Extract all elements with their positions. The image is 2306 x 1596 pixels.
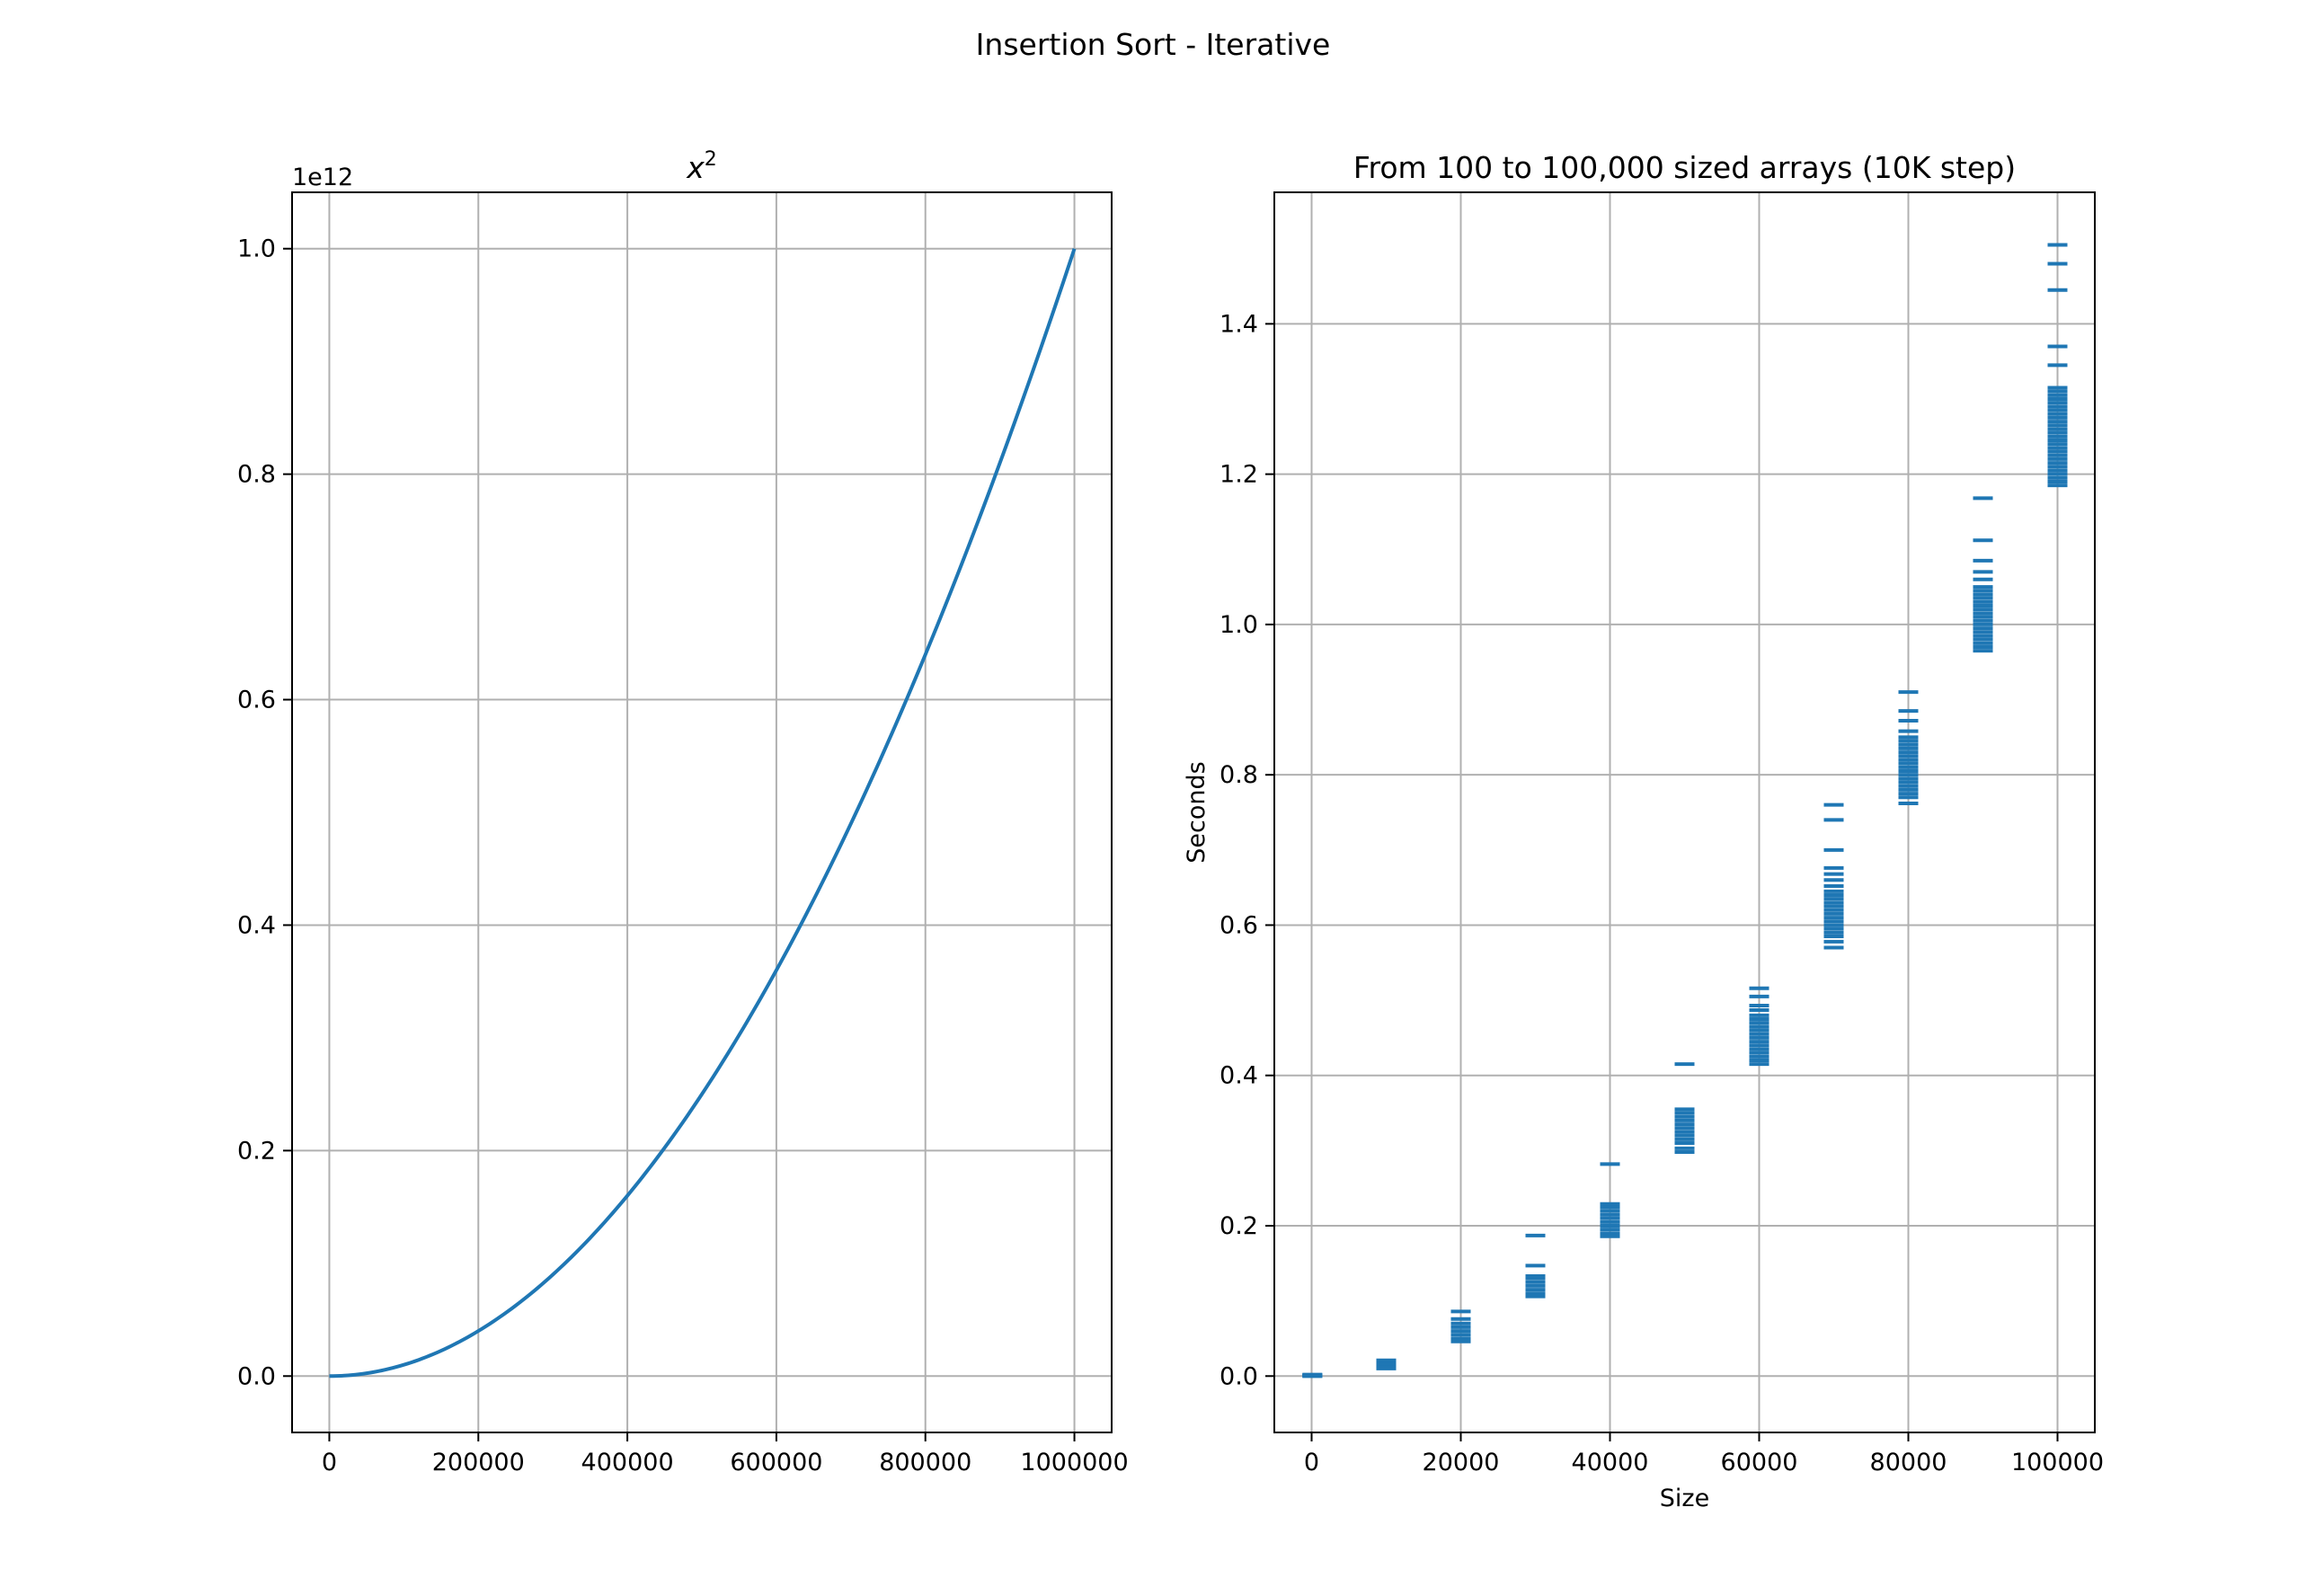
y-axis-label: Seconds bbox=[1183, 761, 1211, 863]
axes-frame bbox=[1273, 191, 2096, 1433]
y-tick-label: 1.0 bbox=[237, 235, 276, 263]
x-tick-label: 0 bbox=[322, 1449, 337, 1476]
x-tick-label: 1000000 bbox=[1020, 1449, 1128, 1476]
chart-title-superscript: 2 bbox=[705, 148, 717, 171]
y-tick-label: 0.0 bbox=[1220, 1362, 1258, 1390]
x-tick-label: 200000 bbox=[432, 1449, 525, 1476]
x-tick-label: 0 bbox=[1304, 1449, 1319, 1476]
figure-title: Insertion Sort - Iterative bbox=[975, 27, 1331, 62]
x-tick-label: 600000 bbox=[730, 1449, 822, 1476]
y-tick-label: 1.4 bbox=[1220, 310, 1258, 338]
x-tick-label: 100000 bbox=[2011, 1449, 2104, 1476]
chart-insertion-timing: 0 20000 40000 60000 80000 100000 0.0 0.2 0.4 0.6 0… bbox=[1183, 150, 2104, 1512]
chart-title-base: x bbox=[686, 150, 705, 185]
series-line bbox=[329, 248, 1077, 1379]
y-tick-label: 0.4 bbox=[1220, 1062, 1258, 1090]
grid-lines bbox=[1274, 192, 2095, 1432]
x-tick-label: 80000 bbox=[1870, 1449, 1947, 1476]
y-offset-label: 1e12 bbox=[292, 164, 353, 191]
y-tick-label: 0.2 bbox=[1220, 1212, 1258, 1240]
y-tick-label: 0.6 bbox=[237, 687, 276, 714]
y-tick-label: 0.6 bbox=[1220, 911, 1258, 939]
y-tick-label: 1.0 bbox=[1220, 611, 1258, 639]
y-tick-label: 0.4 bbox=[237, 911, 276, 939]
chart-title: From 100 to 100,000 sized arrays (10K st… bbox=[1353, 150, 2016, 185]
x-tick-label: 40000 bbox=[1572, 1449, 1649, 1476]
y-tick-label: 0.8 bbox=[1220, 761, 1258, 789]
x-axis-label: Size bbox=[1660, 1485, 1709, 1512]
tick-marks: 0 20000 40000 60000 80000 100000 0.0 0.2 0.4 0.6 0… bbox=[1220, 310, 2104, 1476]
x-tick-label: 400000 bbox=[581, 1449, 674, 1476]
y-tick-label: 0.2 bbox=[237, 1137, 276, 1165]
tick-marks: 0 200000 400000 600000 800000 1000000 0.0 0.2 0.… bbox=[237, 235, 1129, 1476]
chart-title: x2 bbox=[686, 148, 717, 185]
y-tick-label: 1.2 bbox=[1220, 461, 1258, 489]
axes-frame bbox=[291, 191, 1113, 1433]
chart-x-squared: 0 200000 400000 600000 800000 1000000 0.0 0.2 0.… bbox=[237, 148, 1129, 1476]
scatter-points bbox=[1302, 243, 2068, 1379]
y-tick-label: 0.8 bbox=[237, 461, 276, 489]
grid-lines bbox=[292, 192, 1112, 1432]
x-tick-label: 60000 bbox=[1721, 1449, 1798, 1476]
x-tick-label: 20000 bbox=[1423, 1449, 1500, 1476]
x-tick-label: 800000 bbox=[879, 1449, 971, 1476]
y-tick-label: 0.0 bbox=[237, 1362, 276, 1390]
